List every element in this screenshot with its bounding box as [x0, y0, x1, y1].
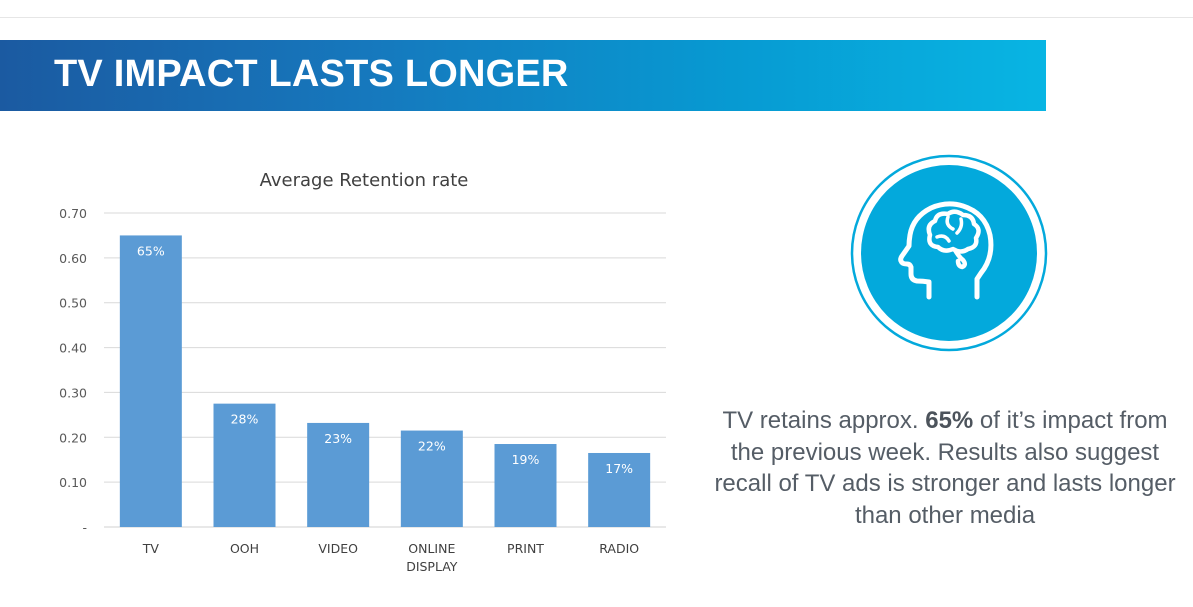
x-tick-label: PRINT	[507, 541, 544, 556]
bar	[119, 235, 182, 527]
x-tick-label: RADIO	[599, 541, 639, 556]
y-tick-label: 0.20	[59, 430, 87, 445]
retention-chart: Average Retention rate - 0.10 0.20 0.30 0.40…	[40, 160, 690, 590]
head-brain-icon	[849, 153, 1049, 353]
x-tick-label: ONLINE	[408, 541, 455, 556]
y-tick-label: 0.70	[59, 206, 87, 221]
data-label: 28%	[231, 412, 259, 427]
y-tick-label: -	[82, 520, 87, 535]
data-label: 22%	[418, 439, 446, 454]
chart-title: Average Retention rate	[259, 170, 469, 191]
bar	[213, 403, 276, 527]
y-tick-label: 0.50	[59, 296, 87, 311]
y-tick-label: 0.30	[59, 385, 87, 400]
top-divider	[0, 17, 1193, 18]
data-label: 65%	[137, 243, 165, 258]
caption-highlight: 65%	[925, 407, 974, 434]
y-tick-label: 0.60	[59, 251, 87, 266]
y-tick-label: 0.10	[59, 475, 87, 490]
bar	[307, 422, 370, 527]
chart-plot: - 0.10 0.20 0.30 0.40 0.50 0.60 0.70 65% TV 28% OOH…	[59, 206, 666, 574]
x-tick-label: DISPLAY	[406, 559, 458, 574]
title-banner: TV IMPACT LASTS LONGER	[0, 40, 1046, 111]
caption-part2: of it’s impact from the previous week. R…	[714, 407, 1176, 529]
x-tick-label: OOH	[230, 541, 259, 556]
x-tick-label: TV	[142, 541, 160, 556]
page-title: TV IMPACT LASTS LONGER	[54, 53, 569, 95]
caption-text: TV retains approx. 65% of it’s impact fr…	[710, 405, 1180, 531]
caption-part1: TV retains approx.	[722, 407, 926, 434]
data-label: 19%	[512, 452, 540, 467]
bar	[400, 430, 463, 527]
bar	[588, 452, 651, 527]
y-tick-label: 0.40	[59, 341, 87, 356]
data-label: 23%	[324, 431, 352, 446]
data-label: 17%	[605, 461, 633, 476]
x-tick-label: VIDEO	[318, 541, 358, 556]
bar	[494, 444, 557, 527]
